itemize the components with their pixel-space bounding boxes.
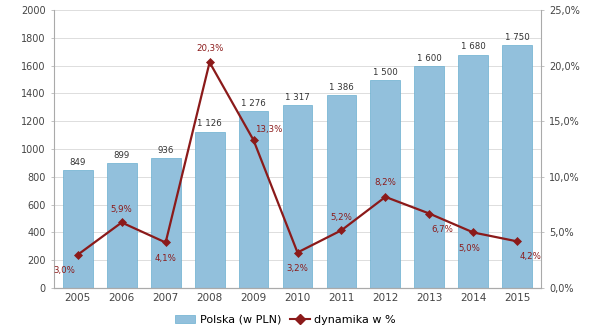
Bar [327, 95, 356, 288]
Text: 20,3%: 20,3% [196, 45, 223, 53]
dynamika w % [382, 195, 389, 199]
Text: 1 386: 1 386 [329, 83, 354, 92]
Text: 6,7%: 6,7% [431, 224, 453, 233]
dynamika w % [162, 241, 169, 245]
dynamika w % [118, 220, 126, 224]
Text: 4,2%: 4,2% [519, 252, 541, 261]
Text: 8,2%: 8,2% [374, 178, 396, 187]
dynamika w % [426, 212, 433, 216]
Text: 13,3%: 13,3% [255, 125, 283, 134]
Text: 1 680: 1 680 [461, 43, 486, 52]
Bar [239, 111, 268, 288]
Bar [107, 163, 137, 288]
Legend: Polska (w PLN), dynamika w %: Polska (w PLN), dynamika w % [171, 311, 400, 329]
Text: 5,0%: 5,0% [458, 244, 480, 253]
dynamika w % [74, 253, 82, 257]
Text: 4,1%: 4,1% [155, 254, 177, 263]
Text: 3,0%: 3,0% [54, 266, 76, 275]
Text: 1 750: 1 750 [505, 33, 530, 42]
Text: 849: 849 [70, 158, 86, 167]
Bar [458, 55, 488, 288]
dynamika w % [206, 60, 213, 64]
Text: 1 317: 1 317 [285, 93, 310, 102]
Text: 1 600: 1 600 [417, 54, 441, 63]
Text: 1 500: 1 500 [373, 68, 398, 76]
Text: 936: 936 [158, 146, 174, 155]
Bar [283, 105, 312, 288]
Text: 1 126: 1 126 [197, 120, 222, 129]
Text: 5,9%: 5,9% [111, 205, 133, 214]
dynamika w % [513, 240, 521, 244]
Text: 899: 899 [114, 151, 130, 160]
Text: 1 276: 1 276 [241, 98, 266, 108]
Bar [63, 170, 93, 288]
Bar [502, 45, 532, 288]
dynamika w % [469, 230, 477, 234]
dynamika w % [294, 251, 301, 255]
Line: dynamika w %: dynamika w % [74, 59, 521, 258]
Bar [415, 66, 444, 288]
Text: 5,2%: 5,2% [330, 213, 352, 222]
Bar [195, 132, 224, 288]
Bar [371, 80, 400, 288]
Text: 3,2%: 3,2% [287, 264, 308, 273]
dynamika w % [250, 138, 257, 142]
Bar [151, 158, 180, 288]
dynamika w % [338, 228, 345, 232]
